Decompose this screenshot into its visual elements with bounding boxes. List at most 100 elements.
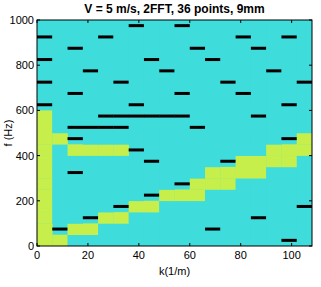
heat-cell bbox=[68, 137, 84, 140]
heat-cell bbox=[37, 201, 53, 213]
heat-cell bbox=[266, 110, 282, 122]
x-tick-label: 20 bbox=[82, 249, 94, 261]
heat-cell bbox=[113, 167, 129, 179]
heat-cell bbox=[144, 133, 160, 145]
heat-cell bbox=[281, 212, 297, 224]
y-tick bbox=[37, 246, 40, 247]
heat-cell bbox=[83, 235, 99, 246]
heat-cell bbox=[190, 144, 206, 156]
heat-cell bbox=[144, 99, 160, 111]
heat-cell bbox=[297, 212, 312, 224]
heat-cell bbox=[281, 35, 297, 38]
heat-cell bbox=[98, 54, 114, 66]
heat-cell bbox=[266, 156, 282, 168]
heat-cell bbox=[297, 20, 312, 32]
heat-cell bbox=[236, 77, 252, 89]
heat-cell bbox=[190, 190, 206, 202]
heat-cell bbox=[144, 178, 160, 190]
heat-cell bbox=[98, 115, 114, 118]
heat-cell bbox=[251, 235, 267, 246]
y-tick bbox=[309, 200, 312, 201]
heat-cell bbox=[159, 77, 175, 89]
heat-cell bbox=[205, 201, 221, 213]
heat-cell bbox=[297, 144, 312, 156]
heat-cell bbox=[68, 126, 84, 129]
heat-cell bbox=[175, 201, 191, 213]
x-tick bbox=[189, 20, 190, 23]
heat-cell bbox=[144, 144, 160, 156]
heat-cell bbox=[205, 228, 221, 231]
heat-cell bbox=[129, 235, 145, 246]
heat-cell bbox=[220, 178, 236, 190]
heat-cell bbox=[52, 99, 68, 111]
x-tick bbox=[189, 243, 190, 246]
heat-cell bbox=[175, 115, 191, 118]
heat-cell bbox=[266, 20, 282, 32]
heat-cell bbox=[37, 88, 53, 100]
heat-cell bbox=[205, 110, 221, 122]
heat-cell bbox=[98, 133, 114, 145]
heat-cell bbox=[236, 156, 252, 168]
heat-cell bbox=[129, 133, 145, 145]
plot-background bbox=[37, 20, 312, 246]
heat-cell bbox=[52, 122, 68, 134]
heat-cell bbox=[113, 223, 129, 235]
heat-cell bbox=[159, 178, 175, 190]
heat-cell bbox=[37, 81, 53, 84]
heat-cell bbox=[83, 43, 99, 55]
heat-cell bbox=[175, 190, 191, 202]
heat-cell bbox=[220, 167, 236, 179]
heat-cell bbox=[113, 43, 129, 55]
heat-cell bbox=[68, 212, 84, 224]
heat-cell bbox=[113, 235, 129, 246]
heat-cell bbox=[205, 144, 221, 156]
heat-cell bbox=[129, 54, 145, 66]
heat-cell bbox=[159, 190, 175, 202]
heat-cell bbox=[98, 235, 114, 246]
heat-cell bbox=[37, 122, 53, 134]
heat-cell bbox=[52, 167, 68, 179]
heat-cell bbox=[266, 212, 282, 224]
heat-cell bbox=[113, 20, 129, 32]
heat-cell bbox=[190, 167, 206, 179]
heat-cell bbox=[190, 54, 206, 66]
heat-cell bbox=[159, 99, 175, 111]
y-tick bbox=[37, 200, 40, 201]
heat-cell bbox=[205, 178, 221, 190]
y-tick-label: 1000 bbox=[10, 14, 34, 26]
heat-cell bbox=[175, 235, 191, 246]
heat-cell bbox=[266, 31, 282, 43]
heat-cell bbox=[83, 126, 99, 129]
heat-cell bbox=[220, 212, 236, 224]
heat-cell bbox=[129, 156, 145, 168]
heat-cell bbox=[37, 190, 53, 202]
heat-cell bbox=[68, 190, 84, 202]
heat-cell bbox=[175, 54, 191, 66]
heat-cell bbox=[159, 31, 175, 43]
heat-cell bbox=[159, 122, 175, 134]
heat-cell bbox=[37, 156, 53, 168]
heat-cell bbox=[113, 156, 129, 168]
heat-cell bbox=[236, 212, 252, 224]
heat-cell bbox=[52, 144, 68, 156]
heat-cell bbox=[281, 137, 297, 140]
heat-cell bbox=[297, 65, 312, 77]
heat-cell bbox=[159, 201, 175, 213]
heat-cell bbox=[159, 20, 175, 32]
heat-cell bbox=[281, 167, 297, 179]
heat-cell bbox=[98, 43, 114, 55]
heat-cell bbox=[297, 31, 312, 43]
heat-cell bbox=[175, 92, 191, 95]
x-tick-label: 60 bbox=[184, 249, 196, 261]
heat-cell bbox=[175, 156, 191, 168]
heat-cell bbox=[37, 43, 53, 55]
heat-cell bbox=[236, 43, 252, 55]
heat-cell bbox=[266, 144, 282, 156]
heat-cell bbox=[220, 110, 236, 122]
y-tick-label: 800 bbox=[16, 59, 34, 71]
heat-cell bbox=[37, 223, 53, 235]
heat-cell bbox=[205, 77, 221, 89]
heat-cell bbox=[83, 31, 99, 43]
frame bbox=[37, 20, 312, 246]
heat-cell bbox=[220, 54, 236, 66]
